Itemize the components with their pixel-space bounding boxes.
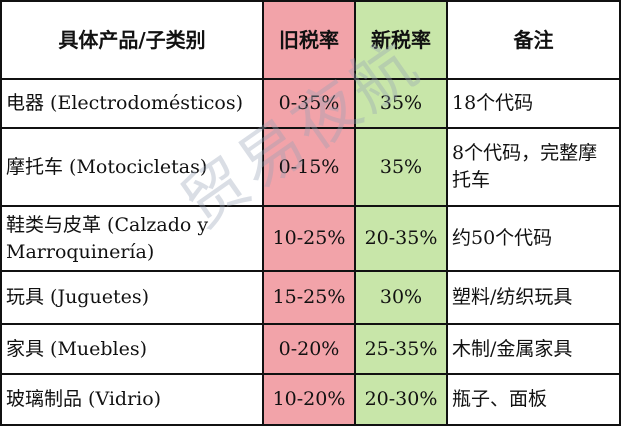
cell-product: 玻璃制品 (Vidrio)	[0, 373, 264, 426]
header-old-rate: 旧税率	[262, 0, 356, 80]
cell-notes: 18个代码	[446, 78, 621, 129]
cell-new-rate: 20-30%	[354, 373, 448, 426]
table-row: 玩具 (Juguetes) 15-25% 30% 塑料/纺织玩具	[0, 270, 621, 325]
cell-product: 摩托车 (Motocicletas)	[0, 127, 264, 207]
header-notes: 备注	[446, 0, 621, 80]
cell-old-rate: 0-35%	[262, 78, 356, 129]
cell-new-rate: 35%	[354, 127, 448, 207]
table-row: 鞋类与皮革 (Calzado y Marroquinería) 10-25% 20-…	[0, 205, 621, 272]
cell-notes: 约50个代码	[446, 205, 621, 272]
cell-notes: 塑料/纺织玩具	[446, 270, 621, 325]
header-row: 具体产品/子类别 旧税率 新税率 备注	[0, 0, 621, 80]
cell-new-rate: 25-35%	[354, 323, 448, 375]
cell-notes: 瓶子、面板	[446, 373, 621, 426]
table-row: 玻璃制品 (Vidrio) 10-20% 20-30% 瓶子、面板	[0, 373, 621, 426]
cell-old-rate: 15-25%	[262, 270, 356, 325]
cell-product: 电器 (Electrodomésticos)	[0, 78, 264, 129]
cell-old-rate: 10-25%	[262, 205, 356, 272]
cell-new-rate: 20-35%	[354, 205, 448, 272]
header-product: 具体产品/子类别	[0, 0, 264, 80]
table-row: 电器 (Electrodomésticos) 0-35% 35% 18个代码	[0, 78, 621, 129]
cell-product: 鞋类与皮革 (Calzado y Marroquinería)	[0, 205, 264, 272]
cell-notes: 木制/金属家具	[446, 323, 621, 375]
cell-new-rate: 30%	[354, 270, 448, 325]
cell-notes: 8个代码，完整摩托车	[446, 127, 621, 207]
table-row: 家具 (Muebles) 0-20% 25-35% 木制/金属家具	[0, 323, 621, 375]
table-row: 摩托车 (Motocicletas) 0-15% 35% 8个代码，完整摩托车	[0, 127, 621, 207]
cell-new-rate: 35%	[354, 78, 448, 129]
cell-old-rate: 0-15%	[262, 127, 356, 207]
cell-product: 玩具 (Juguetes)	[0, 270, 264, 325]
cell-old-rate: 10-20%	[262, 373, 356, 426]
cell-old-rate: 0-20%	[262, 323, 356, 375]
cell-product: 家具 (Muebles)	[0, 323, 264, 375]
header-new-rate: 新税率	[354, 0, 448, 80]
